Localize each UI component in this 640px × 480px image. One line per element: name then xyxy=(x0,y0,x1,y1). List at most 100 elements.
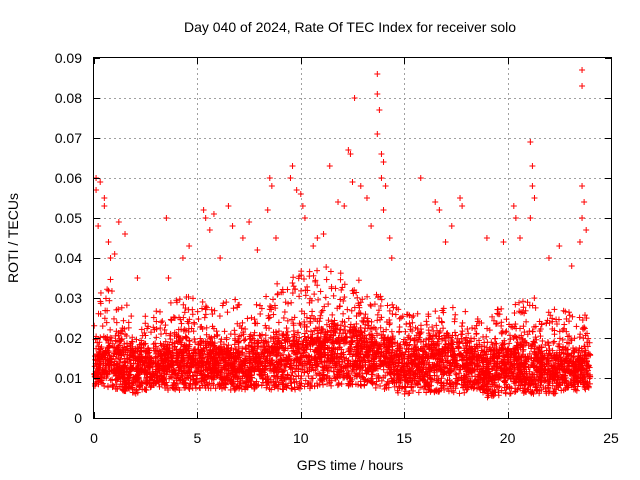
data-point xyxy=(290,274,297,281)
data-point xyxy=(551,306,558,313)
data-point xyxy=(458,323,465,330)
data-point xyxy=(440,325,447,332)
data-point xyxy=(199,298,206,305)
data-point xyxy=(290,283,297,290)
data-point xyxy=(201,314,208,321)
data-point xyxy=(386,320,393,327)
data-point xyxy=(189,311,196,318)
data-points xyxy=(91,67,594,401)
data-point xyxy=(323,276,330,283)
data-point xyxy=(498,329,505,336)
data-point xyxy=(486,327,493,334)
data-point xyxy=(330,292,337,299)
data-point xyxy=(322,294,329,301)
data-point xyxy=(337,270,344,277)
data-point xyxy=(162,322,169,329)
data-point xyxy=(490,317,497,324)
data-point xyxy=(125,324,132,331)
data-point xyxy=(113,306,120,313)
data-point xyxy=(265,315,272,322)
data-point xyxy=(314,267,321,274)
data-point xyxy=(426,335,433,342)
data-point xyxy=(566,312,573,319)
data-point xyxy=(270,296,277,303)
data-point xyxy=(216,313,223,320)
data-point xyxy=(323,264,330,271)
data-point xyxy=(569,313,576,320)
data-point xyxy=(302,377,309,384)
data-point xyxy=(97,289,104,296)
data-point xyxy=(543,320,550,327)
data-point xyxy=(432,308,439,315)
data-point xyxy=(354,294,361,301)
data-point xyxy=(194,308,201,315)
data-point xyxy=(152,340,159,347)
data-point xyxy=(335,381,342,388)
data-point xyxy=(392,311,399,318)
data-point xyxy=(214,331,221,338)
data-point xyxy=(280,314,287,321)
data-point xyxy=(178,320,185,327)
data-point xyxy=(189,295,196,302)
data-point xyxy=(270,311,277,318)
data-point xyxy=(176,296,183,303)
data-point xyxy=(573,323,580,330)
data-point xyxy=(498,305,505,312)
data-point xyxy=(473,330,480,337)
data-point xyxy=(279,286,286,293)
data-point xyxy=(462,308,469,315)
data-point xyxy=(495,311,502,318)
data-point xyxy=(523,318,530,325)
data-point xyxy=(296,293,303,300)
data-point xyxy=(142,313,149,320)
data-point xyxy=(192,339,199,346)
data-point xyxy=(348,307,355,314)
data-point xyxy=(257,310,264,317)
data-point xyxy=(399,313,406,320)
data-point xyxy=(120,317,127,324)
data-point xyxy=(283,325,290,332)
data-point xyxy=(337,322,344,329)
data-point xyxy=(368,318,375,325)
data-point xyxy=(266,325,273,332)
data-point xyxy=(195,316,202,323)
data-point xyxy=(107,326,114,333)
data-point xyxy=(532,304,539,311)
data-point xyxy=(516,299,523,306)
data-point xyxy=(452,311,459,318)
data-point xyxy=(545,309,552,316)
data-point xyxy=(251,329,258,336)
data-point xyxy=(403,321,410,328)
data-point xyxy=(298,287,305,294)
data-point xyxy=(374,317,381,324)
data-point xyxy=(191,336,198,343)
data-point xyxy=(301,310,308,317)
data-point xyxy=(191,321,198,328)
data-point xyxy=(274,290,281,297)
data-point xyxy=(332,285,339,292)
data-point xyxy=(389,301,396,308)
data-point xyxy=(451,318,458,325)
data-point xyxy=(319,307,326,314)
data-point xyxy=(110,315,117,322)
data-point xyxy=(531,295,538,302)
data-point xyxy=(327,268,334,275)
data-point xyxy=(158,319,165,326)
data-point xyxy=(506,340,513,347)
data-point xyxy=(374,311,381,318)
data-point xyxy=(488,339,495,346)
data-point xyxy=(396,329,403,336)
data-point xyxy=(502,390,509,397)
data-point xyxy=(456,390,463,397)
data-point xyxy=(171,314,178,321)
data-point xyxy=(183,334,190,341)
data-point xyxy=(263,293,270,300)
data-point xyxy=(423,321,430,328)
data-point xyxy=(153,308,160,315)
data-point xyxy=(293,373,300,380)
data-point xyxy=(125,319,132,326)
data-point xyxy=(317,288,324,295)
data-point xyxy=(436,315,443,322)
data-point xyxy=(459,319,466,326)
